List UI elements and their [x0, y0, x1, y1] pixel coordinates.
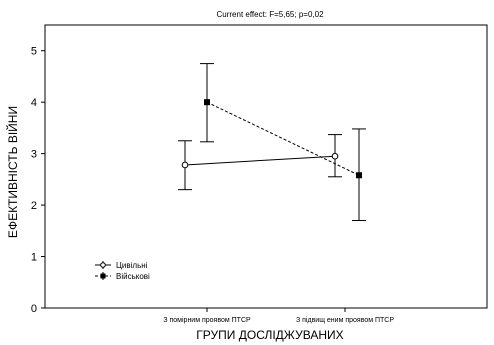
x-tick-label: З підвищ еним проявом ПТСР [296, 316, 394, 324]
series-layer [178, 63, 366, 222]
chart-title: Current effect: F=5,65; p=0,02 [216, 10, 324, 19]
series-1 [200, 63, 366, 222]
y-tick-label: 3 [31, 149, 37, 161]
x-axis-ticks: З помірним проявом ПТСР З підвищ еним про… [163, 308, 394, 324]
series-line [184, 155, 336, 166]
data-point [181, 161, 189, 169]
legend: Цивільні Військові [95, 261, 150, 281]
plot-axes [44, 24, 488, 309]
legend-item: Військові [95, 272, 150, 281]
y-axis-ticks: 0 1 2 3 4 5 [31, 46, 45, 315]
series-line [206, 101, 360, 176]
legend-label: Цивільні [116, 261, 148, 270]
y-tick-label: 5 [31, 46, 37, 58]
data-point [356, 172, 362, 179]
data-point [331, 152, 339, 160]
plot-frame [44, 24, 488, 309]
x-axis-label: ГРУПИ ДОСЛІДЖУВАНИХ [196, 328, 343, 342]
y-axis-label: ЕФЕКТИВНІСТЬ ВІЙНИ [5, 106, 20, 238]
data-point [204, 99, 210, 106]
legend-marker [100, 273, 106, 279]
y-tick-label: 0 [31, 303, 37, 315]
series-0 [178, 134, 342, 191]
legend-label: Військові [116, 272, 150, 281]
y-tick-label: 4 [31, 97, 37, 109]
legend-marker [100, 262, 106, 268]
y-tick-label: 1 [31, 252, 37, 264]
legend-item: Цивільні [95, 261, 148, 270]
x-tick-label: З помірним проявом ПТСР [163, 316, 251, 324]
y-tick-label: 2 [31, 200, 37, 212]
